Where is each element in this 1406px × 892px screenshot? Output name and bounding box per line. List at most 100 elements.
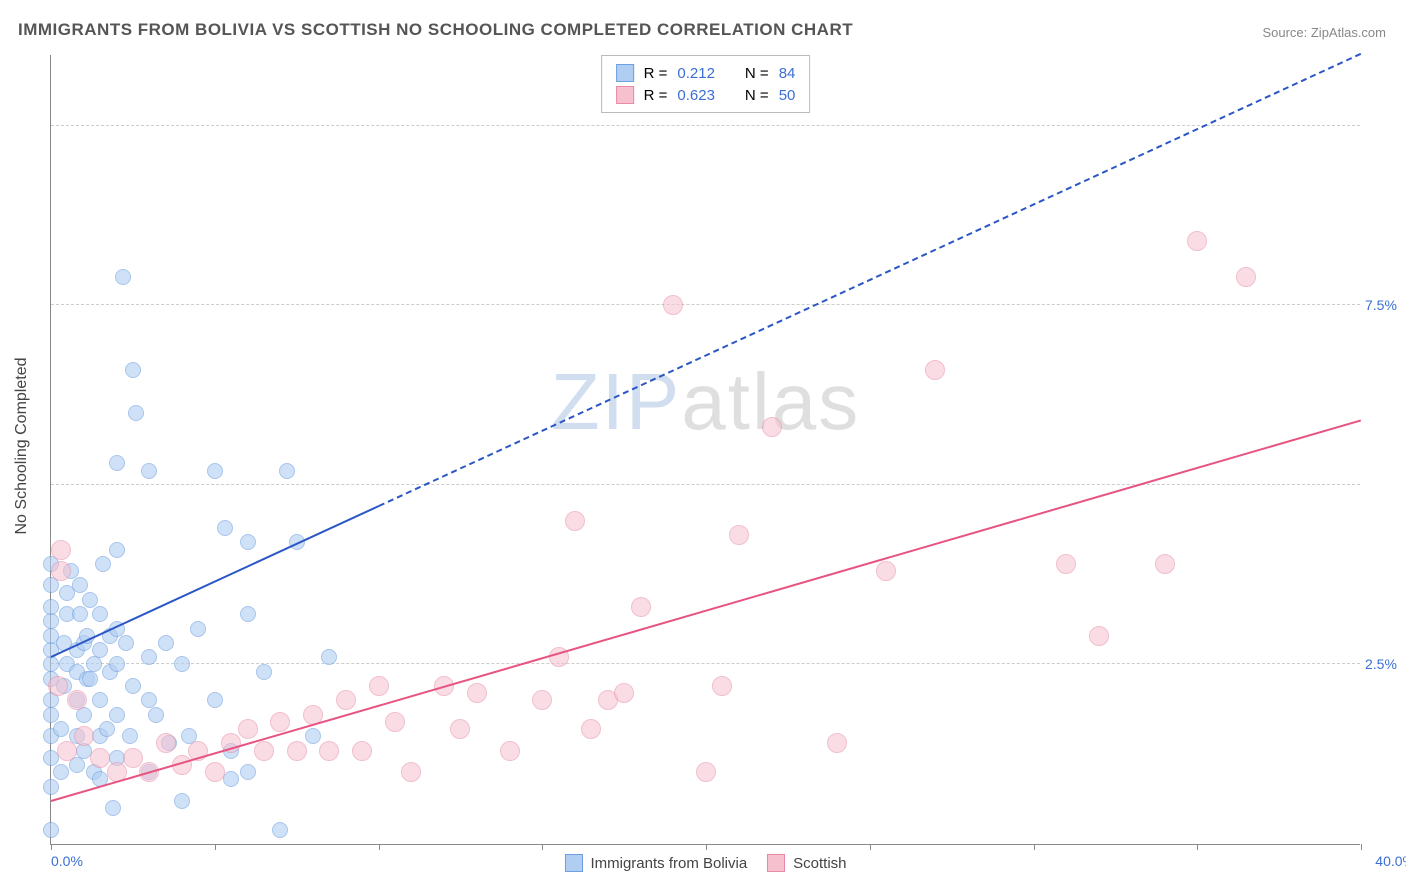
- data-point: [581, 719, 601, 739]
- data-point: [223, 771, 239, 787]
- data-point: [762, 417, 782, 437]
- gridline-horizontal: [51, 663, 1360, 664]
- data-point: [925, 360, 945, 380]
- data-point: [115, 269, 131, 285]
- data-point: [207, 463, 223, 479]
- data-point: [1187, 231, 1207, 251]
- legend-swatch: [616, 64, 634, 82]
- data-point: [156, 733, 176, 753]
- data-point: [876, 561, 896, 581]
- x-tick-label: 40.0%: [1375, 853, 1406, 869]
- legend-series-item: Scottish: [767, 854, 846, 872]
- legend-n-value: 84: [779, 65, 796, 82]
- legend-swatch: [564, 854, 582, 872]
- data-point: [190, 621, 206, 637]
- data-point: [92, 692, 108, 708]
- data-point: [1056, 554, 1076, 574]
- legend-swatch: [767, 854, 785, 872]
- data-point: [57, 741, 77, 761]
- x-tick-mark: [1361, 844, 1362, 850]
- data-point: [105, 800, 121, 816]
- data-point: [174, 793, 190, 809]
- legend-series-label: Immigrants from Bolivia: [590, 855, 747, 872]
- data-point: [125, 362, 141, 378]
- data-point: [565, 511, 585, 531]
- data-point: [72, 577, 88, 593]
- data-point: [272, 822, 288, 838]
- data-point: [240, 606, 256, 622]
- data-point: [631, 597, 651, 617]
- data-point: [90, 748, 110, 768]
- x-tick-mark: [215, 844, 216, 850]
- x-tick-mark: [1197, 844, 1198, 850]
- gridline-horizontal: [51, 304, 1360, 305]
- data-point: [279, 463, 295, 479]
- data-point: [205, 762, 225, 782]
- data-point: [148, 707, 164, 723]
- data-point: [48, 676, 68, 696]
- x-tick-mark: [542, 844, 543, 850]
- data-point: [128, 405, 144, 421]
- data-point: [109, 656, 125, 672]
- data-point: [712, 676, 732, 696]
- legend-stats-box: R =0.212N =84R =0.623N =50: [601, 55, 811, 113]
- data-point: [336, 690, 356, 710]
- data-point: [92, 642, 108, 658]
- data-point: [53, 721, 69, 737]
- data-point: [82, 671, 98, 687]
- data-point: [729, 525, 749, 545]
- data-point: [663, 295, 683, 315]
- data-point: [74, 726, 94, 746]
- legend-series-label: Scottish: [793, 855, 846, 872]
- data-point: [51, 561, 71, 581]
- legend-r-value: 0.623: [677, 87, 715, 104]
- x-tick-mark: [1034, 844, 1035, 850]
- data-point: [532, 690, 552, 710]
- data-point: [256, 664, 272, 680]
- data-point: [43, 822, 59, 838]
- data-point: [43, 707, 59, 723]
- x-tick-mark: [51, 844, 52, 850]
- legend-stat-row: R =0.623N =50: [616, 84, 796, 106]
- data-point: [827, 733, 847, 753]
- data-point: [369, 676, 389, 696]
- chart-title: IMMIGRANTS FROM BOLIVIA VS SCOTTISH NO S…: [18, 20, 853, 40]
- data-point: [385, 712, 405, 732]
- data-point: [43, 779, 59, 795]
- plot-area: ZIPatlas R =0.212N =84R =0.623N =50 Immi…: [50, 55, 1360, 845]
- data-point: [125, 678, 141, 694]
- chart-container: IMMIGRANTS FROM BOLIVIA VS SCOTTISH NO S…: [0, 0, 1406, 892]
- x-tick-label: 0.0%: [51, 853, 83, 869]
- data-point: [467, 683, 487, 703]
- data-point: [1089, 626, 1109, 646]
- data-point: [319, 741, 339, 761]
- data-point: [450, 719, 470, 739]
- data-point: [287, 741, 307, 761]
- legend-r-value: 0.212: [677, 65, 715, 82]
- data-point: [122, 728, 138, 744]
- data-point: [109, 455, 125, 471]
- x-tick-mark: [706, 844, 707, 850]
- data-point: [109, 542, 125, 558]
- data-point: [95, 556, 111, 572]
- y-tick-label: 7.5%: [1365, 297, 1406, 313]
- source-link[interactable]: ZipAtlas.com: [1311, 25, 1386, 40]
- y-axis-label: No Schooling Completed: [13, 358, 31, 535]
- data-point: [118, 635, 134, 651]
- data-point: [254, 741, 274, 761]
- legend-swatch: [616, 86, 634, 104]
- data-point: [123, 748, 143, 768]
- x-tick-mark: [870, 844, 871, 850]
- watermark: ZIPatlas: [551, 356, 860, 448]
- gridline-horizontal: [51, 484, 1360, 485]
- data-point: [82, 592, 98, 608]
- legend-series: Immigrants from Bolivia Scottish: [564, 854, 846, 872]
- data-point: [67, 690, 87, 710]
- data-point: [43, 599, 59, 615]
- data-point: [158, 635, 174, 651]
- data-point: [141, 463, 157, 479]
- data-point: [217, 520, 233, 536]
- legend-n-value: 50: [779, 87, 796, 104]
- data-point: [240, 764, 256, 780]
- data-point: [614, 683, 634, 703]
